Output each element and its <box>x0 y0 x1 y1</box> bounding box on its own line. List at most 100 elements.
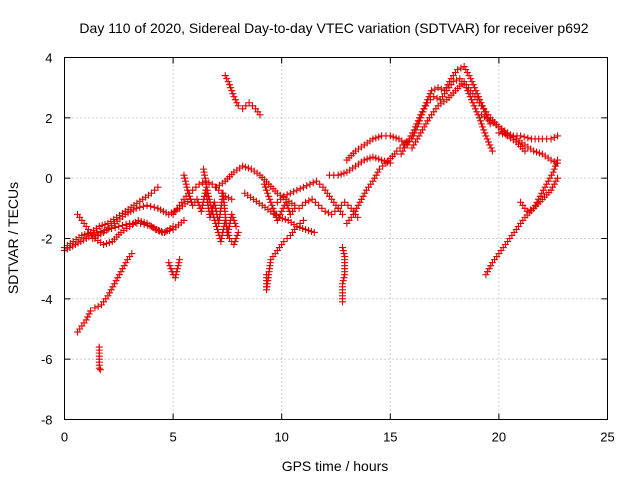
data-point <box>487 144 495 152</box>
data-point <box>379 162 387 170</box>
y-tick-label: -8 <box>41 413 53 428</box>
data-point <box>467 75 475 83</box>
data-point <box>420 105 428 113</box>
data-point <box>166 262 174 270</box>
data-point <box>471 84 479 92</box>
data-point <box>483 135 491 143</box>
data-point <box>284 204 292 212</box>
data-point <box>295 204 303 212</box>
data-point <box>463 69 471 77</box>
data-point <box>487 262 495 270</box>
data-point <box>115 222 123 230</box>
data-point <box>239 105 247 113</box>
data-point <box>316 180 324 188</box>
data-point <box>312 177 320 185</box>
data-point <box>233 99 241 107</box>
data-point <box>282 198 290 206</box>
data-point <box>268 201 276 209</box>
data-point <box>324 209 332 217</box>
data-point <box>339 244 347 252</box>
data-point <box>410 126 418 134</box>
data-point <box>217 238 225 246</box>
data-point <box>128 250 136 258</box>
data-point <box>547 135 555 143</box>
x-tick-label: 10 <box>274 430 288 445</box>
data-point <box>281 215 289 223</box>
data-point <box>230 241 238 249</box>
data-point <box>547 186 555 194</box>
data-point <box>547 156 555 164</box>
data-point <box>228 210 236 218</box>
data-point <box>340 250 348 258</box>
data-point <box>299 183 307 191</box>
data-point <box>283 235 291 242</box>
data-point <box>208 207 216 215</box>
data-point <box>91 304 99 312</box>
data-point <box>334 204 342 212</box>
data-point <box>328 210 336 218</box>
data-point <box>207 204 215 212</box>
data-point <box>84 229 92 237</box>
data-point <box>248 102 256 110</box>
data-point <box>303 182 311 190</box>
data-point <box>183 183 191 191</box>
data-point <box>361 189 369 197</box>
data-point <box>101 220 109 228</box>
data-point <box>502 131 510 139</box>
data-point <box>543 180 551 188</box>
data-point <box>535 149 543 157</box>
data-point <box>495 129 503 137</box>
data-point <box>354 213 362 221</box>
data-point <box>174 262 182 270</box>
data-point <box>531 201 539 209</box>
data-point <box>232 222 240 230</box>
data-point <box>207 201 215 209</box>
data-point <box>302 198 310 206</box>
data-point <box>115 271 123 279</box>
data-point <box>423 99 431 107</box>
data-point <box>310 228 318 236</box>
data-point <box>393 147 401 155</box>
data-point <box>359 192 367 200</box>
data-point <box>155 226 163 234</box>
data-point <box>234 102 242 110</box>
data-point <box>530 204 538 212</box>
data-point <box>536 192 544 200</box>
data-point <box>552 177 560 185</box>
y-tick-label: 4 <box>45 51 52 66</box>
data-point <box>210 213 218 221</box>
data-point <box>530 147 538 155</box>
data-point <box>374 168 382 176</box>
data-point <box>309 179 317 187</box>
data-point <box>221 216 229 224</box>
data-point <box>120 262 128 270</box>
data-point <box>533 198 541 206</box>
data-point <box>283 191 291 199</box>
data-point <box>533 148 541 156</box>
data-point <box>457 64 465 72</box>
data-point <box>479 123 487 131</box>
data-point <box>413 120 421 128</box>
data-point <box>122 220 130 228</box>
data-point <box>151 186 159 194</box>
data-point <box>104 292 112 300</box>
data-point <box>197 207 205 215</box>
data-point <box>212 219 220 227</box>
data-point <box>372 154 380 162</box>
data-point <box>132 204 140 212</box>
data-point <box>109 283 117 291</box>
data-point <box>176 256 184 264</box>
data-point <box>550 165 558 173</box>
data-point <box>137 217 145 225</box>
data-point <box>107 286 115 294</box>
data-point <box>213 225 221 233</box>
data-point <box>420 123 428 131</box>
data-point <box>223 222 231 230</box>
data-point <box>354 201 362 209</box>
data-point <box>224 228 232 236</box>
data-point <box>469 81 477 89</box>
data-point <box>375 165 383 173</box>
data-point <box>293 186 301 194</box>
data-point <box>428 87 436 95</box>
data-point <box>264 189 272 197</box>
